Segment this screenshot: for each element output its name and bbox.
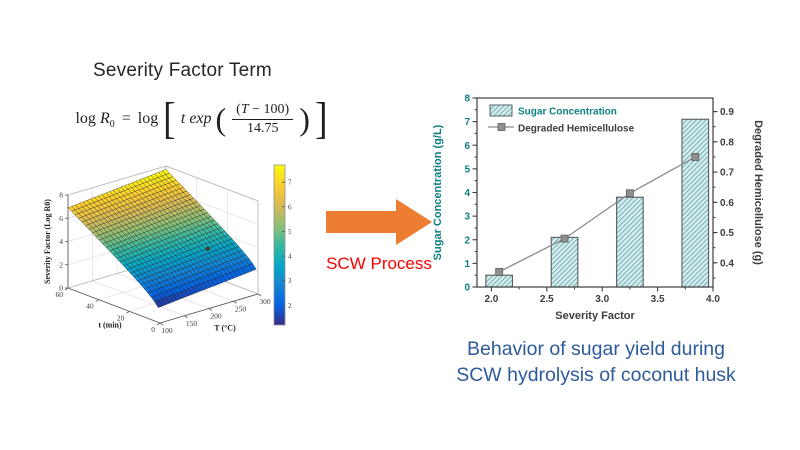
formula-log-lhs: log — [75, 110, 96, 127]
svg-text:Sugar Concentration: Sugar Concentration — [518, 107, 617, 118]
formula-right-bracket: ] — [314, 94, 328, 143]
formula-equals: = — [121, 110, 131, 127]
svg-text:150: 150 — [186, 319, 198, 328]
svg-text:3.5: 3.5 — [651, 294, 665, 305]
svg-text:6: 6 — [59, 214, 63, 223]
svg-text:4: 4 — [464, 188, 470, 199]
scw-arrow — [326, 199, 432, 245]
formula-t-var: t — [180, 110, 186, 127]
svg-text:7: 7 — [288, 179, 292, 187]
svg-text:t (min): t (min) — [98, 321, 122, 330]
svg-text:3: 3 — [464, 212, 470, 223]
formula-exp: exp — [189, 110, 212, 127]
svg-text:5: 5 — [464, 164, 470, 175]
surface-plot-container: 0 2 4 6 8 0 20 40 60 100 150 200 250 300 t (min) T (°C)… — [40, 150, 300, 350]
svg-text:0.7: 0.7 — [720, 168, 734, 179]
svg-text:Severity Factor (Log R0): Severity Factor (Log R0) — [43, 199, 52, 284]
svg-text:2.0: 2.0 — [484, 294, 498, 305]
svg-text:6: 6 — [464, 141, 470, 152]
surface-plot: 0 2 4 6 8 0 20 40 60 100 150 200 250 300 t (min) T (°C)… — [43, 164, 292, 335]
svg-text:Sugar Concentration (g/L): Sugar Concentration (g/L) — [432, 124, 444, 260]
svg-text:2.5: 2.5 — [540, 294, 554, 305]
formula-left-bracket: [ — [163, 94, 176, 143]
scw-arrow-container — [322, 196, 436, 248]
svg-text:0.8: 0.8 — [720, 137, 734, 148]
svg-text:3.0: 3.0 — [595, 294, 609, 305]
svg-text:8: 8 — [464, 94, 470, 105]
formula-fraction: (T − 100) 14.75 — [232, 102, 294, 137]
svg-text:0.9: 0.9 — [720, 107, 734, 118]
svg-text:300: 300 — [259, 297, 271, 306]
svg-text:250: 250 — [235, 304, 247, 313]
svg-text:Degraded Hemicellulose (g): Degraded Hemicellulose (g) — [752, 120, 764, 265]
formula-log-rhs: log — [137, 110, 159, 127]
svg-text:8: 8 — [59, 191, 63, 200]
formula-right-paren: ) — [299, 101, 310, 137]
svg-text:0: 0 — [59, 284, 63, 293]
svg-text:2: 2 — [288, 302, 292, 310]
svg-text:0: 0 — [151, 325, 155, 334]
svg-text:2: 2 — [59, 260, 63, 269]
svg-text:0.6: 0.6 — [720, 198, 734, 209]
svg-text:Degraded Hemicellulose: Degraded Hemicellulose — [518, 124, 635, 135]
svg-text:4: 4 — [59, 237, 63, 246]
svg-text:100: 100 — [161, 326, 173, 335]
caption-line-1: Behavior of sugar yield during — [467, 338, 725, 360]
svg-text:Severity Factor: Severity Factor — [555, 310, 635, 322]
formula-left-paren: ( — [215, 101, 227, 137]
svg-text:3: 3 — [288, 277, 292, 285]
svg-text:T (°C): T (°C) — [214, 324, 236, 333]
severity-formula: log R0 = log [ t exp ( (T − 100) 14.75 )… — [52, 96, 352, 148]
svg-text:200: 200 — [210, 312, 222, 321]
bar-line-chart: 2.0 2.5 3.0 3.5 4.0 0 1 2 3 4 5 6 7 8 0.4 0.5 0.6 0.7 0.8 0… — [432, 94, 764, 323]
svg-text:40: 40 — [86, 302, 94, 311]
formula-r-subscript: 0 — [109, 118, 115, 130]
formula-numerator: (T − 100) — [232, 102, 294, 120]
svg-text:60: 60 — [56, 290, 64, 299]
formula-denominator: 14.75 — [246, 120, 279, 136]
svg-text:2: 2 — [464, 235, 470, 246]
svg-text:4: 4 — [288, 253, 292, 261]
svg-text:0.5: 0.5 — [720, 228, 734, 239]
formula-r-var: R — [99, 110, 110, 127]
svg-text:0: 0 — [464, 283, 470, 294]
svg-text:20: 20 — [117, 313, 125, 322]
svg-text:4.0: 4.0 — [706, 294, 720, 305]
svg-text:1: 1 — [464, 259, 470, 270]
svg-text:7: 7 — [464, 117, 470, 128]
caption-line-2: SCW hydrolysis of coconut husk — [456, 364, 736, 386]
bar-line-chart-container: 2.0 2.5 3.0 3.5 4.0 0 1 2 3 4 5 6 7 8 0.4 0.5 0.6 0.7 0.8 0… — [422, 66, 767, 331]
svg-text:0.4: 0.4 — [720, 258, 734, 269]
svg-text:6: 6 — [288, 203, 292, 211]
chart-caption: Behavior of sugar yield during SCW hydro… — [426, 336, 766, 388]
severity-term-title: Severity Factor Term — [93, 60, 272, 81]
right-arrow-icon — [326, 199, 432, 245]
scw-process-label: SCW Process — [326, 254, 432, 273]
svg-text:5: 5 — [288, 228, 292, 236]
